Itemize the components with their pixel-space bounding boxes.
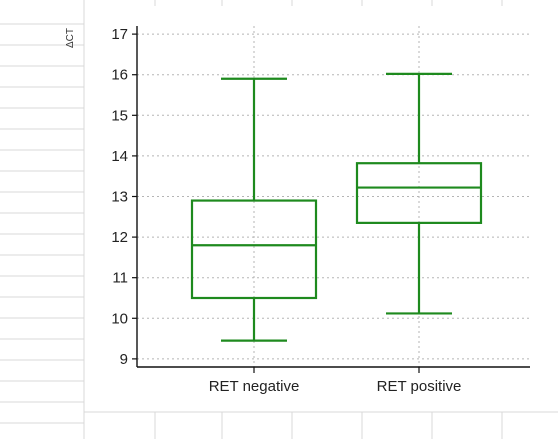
labels: 9 10 11 12 13 14 15 16 17 ΔCT RET negative RET posi… [65,26,461,395]
y-tick-label: 9 [120,351,128,368]
y-tick-label: 11 [112,270,128,287]
box-ret-positive [355,72,483,315]
y-tick-label: 15 [111,107,128,124]
x-category-label: RET positive [377,378,462,395]
y-tick-label: 16 [111,67,128,84]
y-tick-label: 12 [111,229,128,246]
axes [132,26,530,373]
y-tick-label: 17 [111,26,128,43]
y-tick-label: 10 [111,310,128,327]
y-tick-label: 14 [111,148,128,165]
grid-lines [137,26,530,367]
iqr-box [355,162,483,224]
y-axis-label: ΔCT [65,28,76,48]
x-category-label: RET negative [209,378,300,395]
y-tick-label: 13 [111,189,128,206]
iqr-box [190,199,318,300]
boxes [190,72,483,342]
box-ret-negative [190,77,318,342]
